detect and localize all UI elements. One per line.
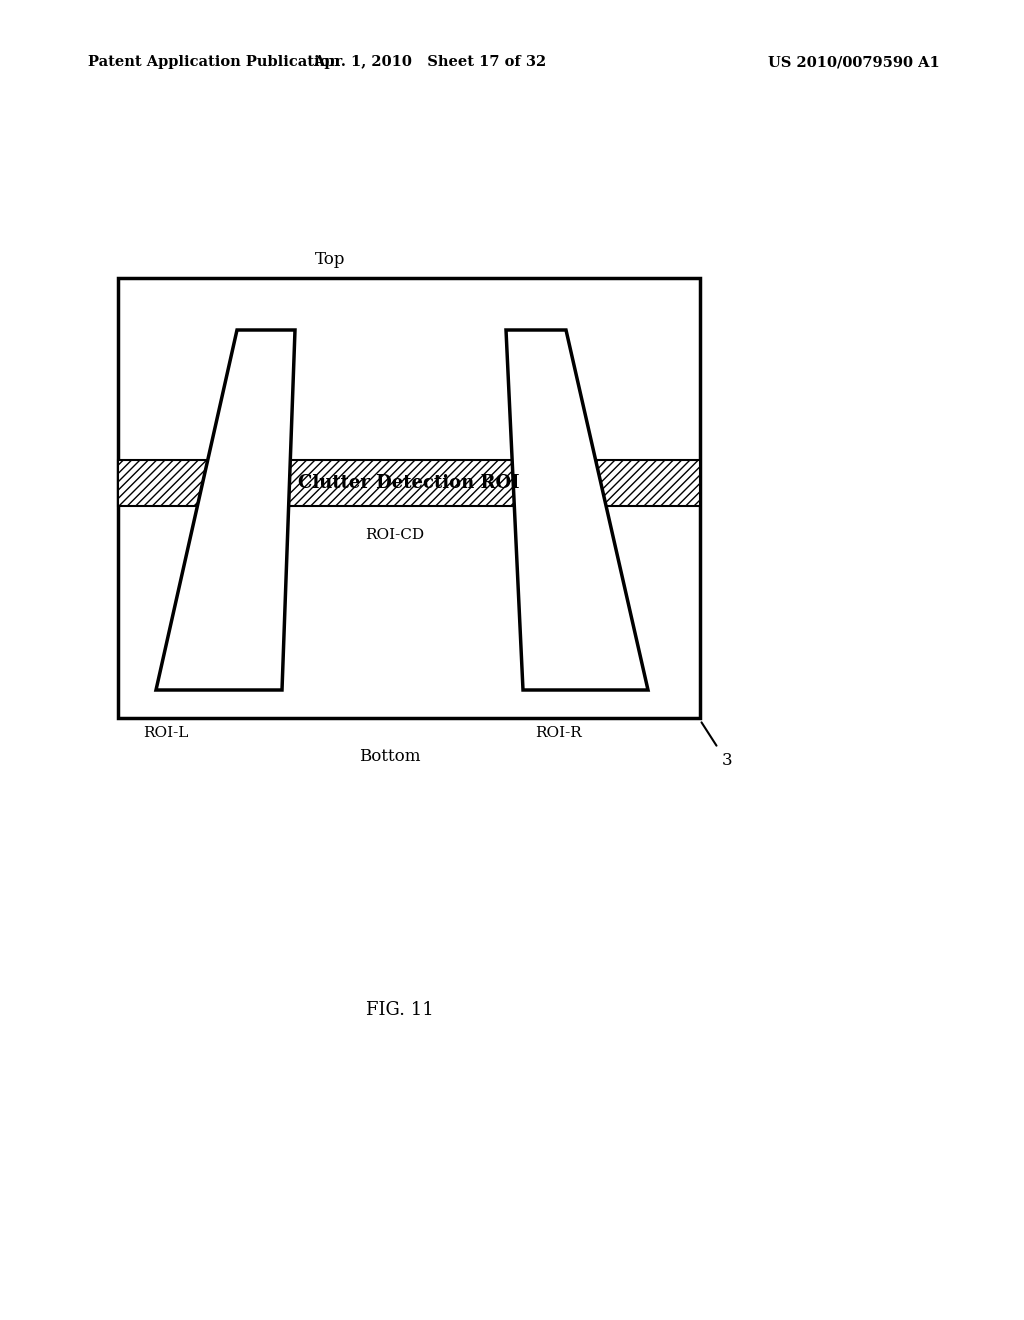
Bar	[118, 279, 700, 718]
Text: Top: Top	[314, 251, 345, 268]
Polygon shape	[506, 330, 648, 690]
Bar	[118, 459, 700, 506]
Polygon shape	[156, 330, 295, 690]
Text: Clutter Detection ROI: Clutter Detection ROI	[298, 474, 520, 492]
Text: Patent Application Publication: Patent Application Publication	[88, 55, 340, 69]
Text: US 2010/0079590 A1: US 2010/0079590 A1	[768, 55, 940, 69]
Text: ROI-CD: ROI-CD	[366, 528, 425, 543]
Text: Bottom: Bottom	[359, 748, 421, 766]
Text: FIG. 11: FIG. 11	[367, 1001, 434, 1019]
Text: Apr. 1, 2010   Sheet 17 of 32: Apr. 1, 2010 Sheet 17 of 32	[313, 55, 547, 69]
Text: ROI-L: ROI-L	[143, 726, 188, 741]
Text: 3: 3	[722, 752, 732, 770]
Text: ROI-R: ROI-R	[535, 726, 582, 741]
